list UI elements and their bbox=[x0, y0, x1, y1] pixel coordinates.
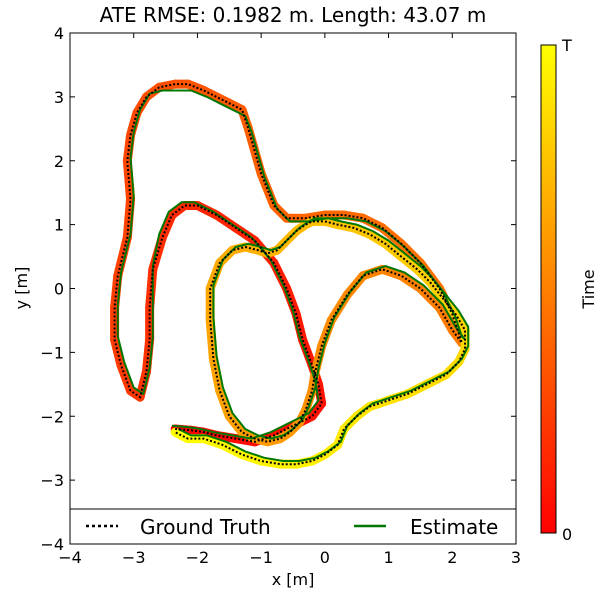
y-tick-label: 2 bbox=[54, 152, 64, 171]
time-segment bbox=[122, 156, 136, 204]
legend-estimate-label: Estimate bbox=[410, 515, 498, 539]
y-tick-label: −1 bbox=[40, 343, 64, 362]
y-axis: −4 −3 −2 −1 0 1 2 3 4 bbox=[40, 24, 516, 554]
x-tick-label: 3 bbox=[511, 548, 521, 567]
time-segment bbox=[256, 169, 279, 210]
y-tick-label: 1 bbox=[54, 216, 64, 235]
legend: Ground Truth Estimate bbox=[69, 508, 517, 545]
colorbar-top-label: T bbox=[561, 36, 572, 55]
x-tick-label: 1 bbox=[383, 548, 393, 567]
y-tick-label: 4 bbox=[54, 24, 64, 43]
chart-title: ATE RMSE: 0.1982 m. Length: 43.07 m bbox=[100, 3, 487, 27]
x-axis-label: x [m] bbox=[272, 570, 315, 589]
y-tick-label: −2 bbox=[40, 407, 64, 426]
colorbar: T 0 Time bbox=[540, 36, 598, 544]
colorbar-bottom-label: 0 bbox=[562, 525, 572, 544]
trajectory-layer bbox=[110, 79, 470, 469]
y-tick-label: 3 bbox=[54, 88, 64, 107]
x-tick-label: −2 bbox=[186, 548, 210, 567]
x-tick-label: 2 bbox=[447, 548, 457, 567]
y-tick-label: −4 bbox=[40, 535, 64, 554]
x-tick-label: −1 bbox=[249, 548, 273, 567]
estimate-line bbox=[116, 89, 470, 462]
x-tick-label: 0 bbox=[320, 548, 330, 567]
colorbar-gradient bbox=[540, 44, 557, 534]
x-tick-label: −4 bbox=[58, 548, 82, 567]
y-axis-label: y [m] bbox=[12, 267, 31, 310]
x-tick-label: −3 bbox=[122, 548, 146, 567]
legend-ground-truth-label: Ground Truth bbox=[140, 515, 271, 539]
y-tick-label: 0 bbox=[54, 280, 64, 299]
colorbar-label: Time bbox=[579, 269, 598, 309]
y-tick-label: −3 bbox=[40, 471, 64, 490]
legend-box bbox=[69, 508, 517, 545]
